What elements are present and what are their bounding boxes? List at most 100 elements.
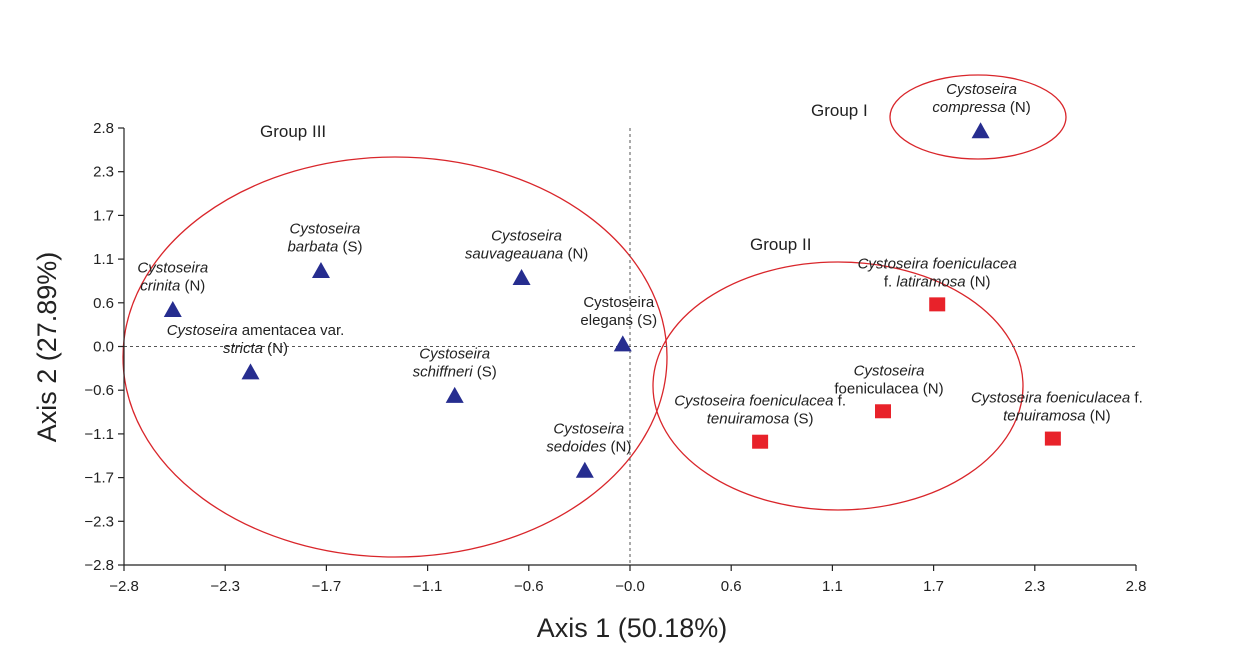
point-label-run: amentacea var. — [238, 322, 345, 339]
triangle-marker — [512, 269, 531, 286]
point-label: Cystoseira crinita (N) — [137, 260, 208, 295]
point-label-line: Cystoseira — [419, 345, 490, 362]
triangle-marker — [575, 461, 594, 478]
y-tick-label: −2.3 — [84, 513, 114, 530]
triangle-marker — [311, 261, 330, 278]
x-tick-label: −2.3 — [210, 578, 240, 595]
square-marker — [752, 434, 769, 449]
point-label-run: latiramosa — [896, 273, 965, 290]
point-label-line: Cystoseira foeniculacea f. — [674, 393, 846, 410]
y-tick-label: 1.1 — [93, 251, 114, 268]
square-marker — [1044, 431, 1061, 446]
point-label-run: Cystoseira foeniculacea — [674, 393, 833, 410]
data-points — [163, 122, 1061, 478]
point-label-line: schiffneri (S) — [413, 363, 497, 380]
tick-marks: −2.8 −2.3 −1.7 −1.1 −0.6 −0.0 0.6 1.1 1.7 2.3 2.8 2… — [84, 120, 1146, 595]
reference-lines — [124, 128, 1136, 565]
point-label-line: sedoides (N) — [546, 438, 631, 455]
point-label-run: tenuiramosa — [707, 411, 790, 428]
point-label-line: barbata (S) — [287, 239, 362, 256]
triangle-marker — [971, 122, 990, 139]
group-label-iii: Group III — [260, 122, 326, 141]
point-label-run: (N) — [263, 340, 288, 357]
x-axis-title: Axis 1 (50.18%) — [537, 613, 728, 643]
point-label-run: (S) — [473, 363, 497, 380]
point-label-run: Cystoseira — [419, 345, 490, 362]
point-label-run: Cystoseira — [290, 221, 361, 238]
point-label-line: Cystoseira foeniculacea f. — [971, 390, 1143, 407]
point-label-line: sauvageauana (N) — [465, 246, 588, 263]
point-label: Cystoseira compressa (N) — [932, 81, 1030, 116]
point-label-run: f. — [1130, 390, 1143, 407]
point-label-run: Cystoseira foeniculacea — [971, 390, 1130, 407]
group-i-ellipse — [889, 74, 1067, 160]
point-label-run: Cystoseira — [946, 81, 1017, 98]
point-labels: Cystoseira crinita (N)Cystoseira barbata (… — [137, 81, 1142, 455]
point-label-line: tenuiramosa (N) — [1003, 408, 1111, 425]
point-label-run: stricta — [223, 340, 263, 357]
point-label: Cystoseira foeniculacea f. tenuiramosa (S… — [674, 393, 846, 428]
y-tick-label: 2.8 — [93, 120, 114, 137]
point-label-run: schiffneri — [413, 363, 474, 380]
point-label-line: Cystoseira — [583, 294, 655, 311]
point-label-run: (S) — [789, 411, 813, 428]
point-label-line: Cystoseira — [137, 260, 208, 277]
square-marker — [929, 297, 946, 312]
point-label: Cystoseira sauvageauana (N) — [465, 228, 588, 263]
point-label-run: (S) — [338, 239, 362, 256]
y-tick-label: 2.3 — [93, 164, 114, 181]
point-label-line: Cystoseira — [491, 228, 562, 245]
point-label-run: crinita — [140, 278, 180, 295]
point-label: Cystoseira foeniculacea f. latiramosa (N) — [858, 255, 1017, 290]
point-label-run: Cystoseira — [854, 362, 925, 379]
point-label-run: (N) — [919, 380, 944, 397]
y-tick-label: 0.0 — [93, 339, 114, 356]
x-tick-label: 2.3 — [1024, 578, 1045, 595]
x-tick-label: 2.8 — [1126, 578, 1147, 595]
point-label-run: f. — [833, 393, 846, 410]
triangle-marker — [613, 335, 632, 352]
point-label-run: Cystoseira — [553, 420, 624, 437]
point-label-line: Cystoseira — [290, 221, 361, 238]
y-tick-label: −1.1 — [84, 426, 114, 443]
point-label-run: compressa — [932, 99, 1005, 116]
group-iii-ellipse — [122, 156, 668, 558]
point-label-run: sedoides — [546, 438, 607, 455]
square-marker — [875, 404, 891, 419]
x-tick-label: 0.6 — [721, 578, 742, 595]
point-label: Cystoseira foeniculacea f. tenuiramosa (N… — [971, 390, 1143, 425]
point-label-run: barbata — [287, 239, 338, 256]
point-label-run: elegans (S) — [580, 312, 657, 329]
point-label-line: stricta (N) — [223, 340, 288, 357]
point-label-line: compressa (N) — [932, 99, 1030, 116]
x-tick-label: −1.7 — [312, 578, 342, 595]
point-label-run: (N) — [1086, 408, 1111, 425]
x-tick-label: −0.0 — [615, 578, 645, 595]
point-label: Cystoseira sedoides (N) — [546, 420, 631, 455]
y-tick-label: 1.7 — [93, 207, 114, 224]
triangle-marker — [163, 301, 182, 318]
y-tick-label: −1.7 — [84, 470, 114, 487]
x-tick-label: 1.1 — [822, 578, 843, 595]
triangle-marker — [241, 363, 260, 380]
point-label-run: (N) — [1006, 99, 1031, 116]
point-label-run: (N) — [180, 278, 205, 295]
y-tick-label: −2.8 — [84, 557, 114, 574]
point-label: Cystoseira barbata (S) — [287, 221, 362, 256]
group-ellipses — [122, 74, 1067, 558]
point-label-line: f. latiramosa (N) — [884, 273, 991, 290]
point-label-run: (N) — [563, 246, 588, 263]
point-label-line: Cystoseira — [854, 362, 925, 379]
x-tick-label: −2.8 — [109, 578, 139, 595]
point-label-run: (N) — [606, 438, 631, 455]
y-axis-title: Axis 2 (27.89%) — [32, 252, 62, 443]
point-label-line: foeniculacea (N) — [834, 380, 943, 397]
point-label-run: Cystoseira — [167, 322, 238, 339]
point-label-run: Cystoseira — [583, 294, 655, 311]
point-label-line: Cystoseira — [553, 420, 624, 437]
group-ii-ellipse — [652, 261, 1024, 511]
point-label-line: elegans (S) — [580, 312, 657, 329]
point-label-run: tenuiramosa — [1003, 408, 1086, 425]
point-label-run: foeniculacea — [834, 380, 919, 397]
point-label: Cystoseira amentacea var. stricta (N) — [167, 322, 345, 357]
